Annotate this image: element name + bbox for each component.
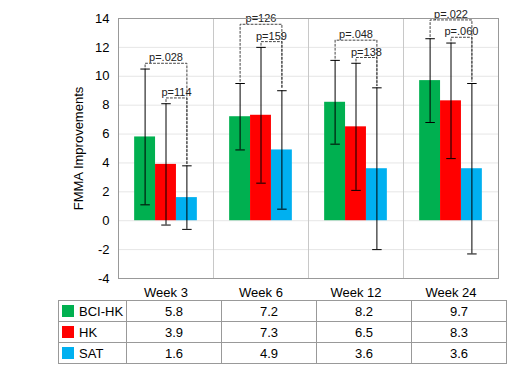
html-text:BCI-HK: BCI-HK — [79, 303, 124, 319]
html-text:3.6: 3.6 — [450, 345, 469, 361]
html-text:4.9: 4.9 — [260, 345, 279, 361]
html-text:7.2: 7.2 — [260, 303, 279, 319]
html-text:5.8: 5.8 — [165, 303, 184, 319]
svg-text:p=114: p=114 — [161, 86, 191, 98]
svg-text:4: 4 — [102, 155, 109, 170]
svg-text:-2: -2 — [98, 242, 110, 257]
html-text:3.6: 3.6 — [355, 345, 374, 361]
svg-text:Week 6: Week 6 — [239, 285, 283, 300]
svg-text:p=138: p=138 — [351, 46, 382, 58]
svg-text:p=.060: p=.060 — [444, 25, 478, 37]
svg-text:p=159: p=159 — [256, 30, 287, 42]
svg-text:10: 10 — [95, 68, 109, 83]
svg-text:Week 12: Week 12 — [330, 285, 381, 300]
svg-text:0: 0 — [102, 213, 109, 228]
svg-text:-4: -4 — [98, 271, 110, 286]
svg-text:FMMA Improvements: FMMA Improvements — [71, 86, 86, 210]
html-text:6.5: 6.5 — [355, 324, 374, 340]
svg-text:p=.028: p=.028 — [149, 51, 183, 63]
svg-text:p=126: p=126 — [245, 12, 277, 25]
html-text:8.3: 8.3 — [450, 324, 469, 340]
html-text:9.7: 9.7 — [450, 303, 469, 319]
svg-text:p=.048: p=.048 — [339, 28, 373, 40]
html-text:7.3: 7.3 — [260, 324, 279, 340]
html-text:1.6: 1.6 — [165, 345, 184, 361]
svg-text:2: 2 — [102, 184, 109, 199]
svg-text:Week 3: Week 3 — [144, 285, 188, 300]
html-text:8.2: 8.2 — [355, 303, 374, 319]
html-text:HK: HK — [79, 324, 98, 340]
svg-text:p=.022: p=.022 — [434, 7, 468, 20]
html-text:SAT: SAT — [79, 345, 104, 361]
html-text:3.9: 3.9 — [165, 324, 184, 340]
svg-text:12: 12 — [95, 40, 109, 55]
svg-text:Week 24: Week 24 — [425, 285, 476, 300]
svg-text:6: 6 — [102, 126, 109, 141]
svg-text:14: 14 — [95, 11, 109, 26]
svg-text:8: 8 — [102, 97, 109, 112]
